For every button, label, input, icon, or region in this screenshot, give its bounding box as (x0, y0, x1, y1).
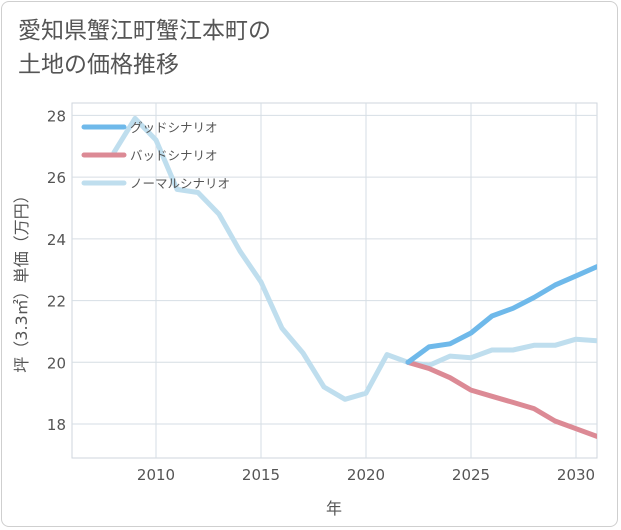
x-tick-label: 2010 (137, 466, 175, 484)
y-axis-label: 坪（3.3㎡）単価（万円） (12, 187, 31, 372)
legend-label-1: バッドシナリオ (130, 148, 218, 163)
x-tick-label: 2015 (242, 466, 280, 484)
legend-label-2: ノーマルシナリオ (130, 176, 230, 191)
grid (72, 103, 597, 458)
y-tick-label: 26 (47, 169, 66, 187)
series-lines (111, 115, 597, 439)
series-line-1 (405, 359, 597, 439)
y-tick-label: 22 (47, 293, 66, 311)
chart-title-line-1: 愛知県蟹江町蟹江本町の (18, 18, 271, 44)
chart-title: 愛知県蟹江町蟹江本町の 土地の価格推移 (18, 14, 438, 82)
x-tick-label: 2020 (347, 466, 385, 484)
x-axis-label: 年 (326, 499, 342, 518)
tick-labels: 18 20 22 24 26 28 2010 2015 2020 2025 2030 (47, 107, 595, 484)
y-tick-label: 18 (47, 416, 66, 434)
y-tick-label: 20 (47, 354, 66, 372)
legend-label-0: グッドシナリオ (130, 120, 218, 135)
x-tick-label: 2025 (452, 466, 490, 484)
y-tick-label: 24 (47, 231, 66, 249)
series-line-2 (111, 115, 597, 402)
y-tick-label: 28 (47, 107, 66, 125)
chart-title-line-2: 土地の価格推移 (18, 52, 179, 78)
x-tick-label: 2030 (557, 466, 595, 484)
series-line-0 (405, 264, 597, 365)
